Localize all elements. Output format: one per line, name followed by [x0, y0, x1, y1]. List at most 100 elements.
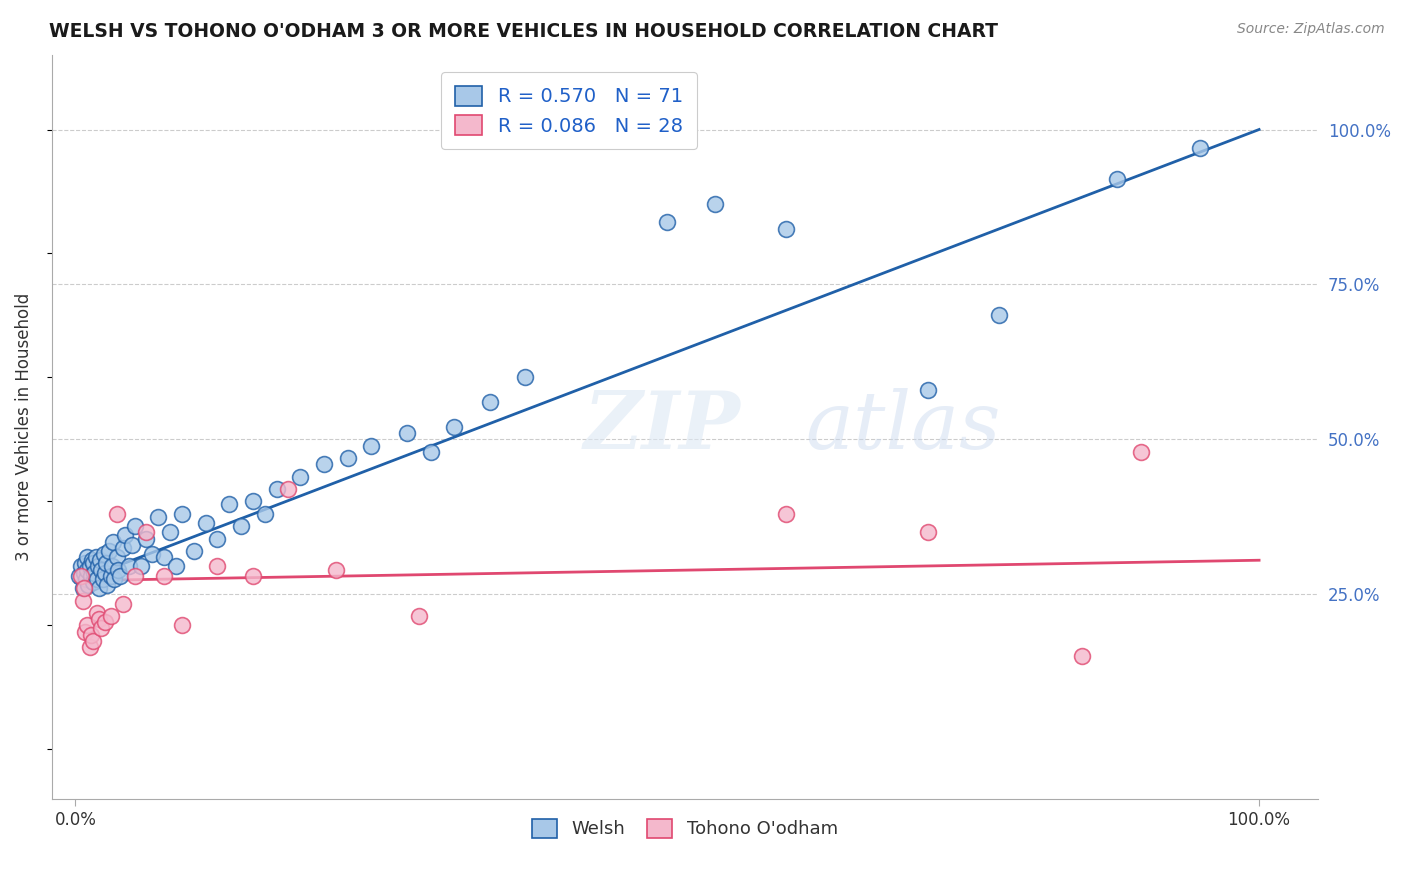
Point [80, 568, 103, 582]
Point [153, 550, 176, 565]
Point [124, 519, 146, 533]
Point [360, 439, 382, 453]
Point [82, 557, 104, 571]
Point [82, 574, 104, 589]
Point [266, 482, 288, 496]
Point [242, 568, 264, 582]
Point [917, 383, 939, 397]
Point [129, 559, 152, 574]
Point [114, 528, 136, 542]
Point [515, 370, 537, 384]
Point [478, 395, 501, 409]
Point [105, 507, 128, 521]
Point [73, 581, 96, 595]
Point [242, 494, 264, 508]
Point [159, 525, 181, 540]
Point [76, 550, 98, 565]
Point [1070, 649, 1092, 664]
Point [118, 559, 141, 574]
Point [73, 624, 96, 639]
Point [170, 507, 193, 521]
Point [73, 557, 96, 571]
Point [183, 544, 205, 558]
Point [103, 534, 125, 549]
Point [148, 509, 170, 524]
Point [72, 581, 94, 595]
Point [76, 618, 98, 632]
Point [101, 559, 124, 574]
Point [107, 562, 129, 576]
Point [110, 568, 132, 582]
Point [96, 557, 118, 571]
Point [1129, 444, 1152, 458]
Point [70, 568, 93, 582]
Point [194, 516, 217, 530]
Point [231, 519, 253, 533]
Point [94, 566, 117, 580]
Point [336, 450, 359, 465]
Point [703, 197, 725, 211]
Point [121, 538, 143, 552]
Y-axis label: 3 or more Vehicles in Household: 3 or more Vehicles in Household [15, 293, 32, 561]
Point [325, 562, 347, 576]
Point [87, 612, 110, 626]
Point [170, 618, 193, 632]
Point [73, 566, 96, 580]
Point [1188, 141, 1211, 155]
Point [218, 498, 240, 512]
Point [90, 621, 112, 635]
Point [135, 532, 157, 546]
Point [93, 547, 115, 561]
Point [94, 615, 117, 630]
Point [165, 559, 187, 574]
Point [1105, 172, 1128, 186]
Point [70, 559, 93, 574]
Point [89, 553, 111, 567]
Point [79, 559, 101, 574]
Point [207, 559, 229, 574]
Point [76, 562, 98, 576]
Point [917, 525, 939, 540]
Point [86, 572, 108, 586]
Point [775, 507, 797, 521]
Text: Source: ZipAtlas.com: Source: ZipAtlas.com [1237, 22, 1385, 37]
Point [443, 420, 465, 434]
Point [75, 572, 97, 586]
Point [657, 215, 679, 229]
Point [207, 532, 229, 546]
Text: WELSH VS TOHONO O'ODHAM 3 OR MORE VEHICLES IN HOUSEHOLD CORRELATION CHART: WELSH VS TOHONO O'ODHAM 3 OR MORE VEHICL… [49, 22, 998, 41]
Point [72, 593, 94, 607]
Point [80, 627, 103, 641]
Point [67, 568, 90, 582]
Point [253, 507, 276, 521]
Point [87, 559, 110, 574]
Text: atlas: atlas [806, 388, 1001, 466]
Point [775, 221, 797, 235]
Point [124, 568, 146, 582]
Point [153, 568, 176, 582]
Point [100, 609, 122, 624]
Point [290, 469, 312, 483]
Point [83, 566, 105, 580]
Point [419, 444, 441, 458]
Point [87, 581, 110, 595]
Point [82, 633, 104, 648]
Point [987, 309, 1010, 323]
Point [103, 572, 125, 586]
Point [135, 525, 157, 540]
Text: ZIP: ZIP [583, 388, 741, 466]
Point [90, 562, 112, 576]
Point [141, 547, 163, 561]
Point [100, 568, 122, 582]
Point [79, 640, 101, 654]
Point [77, 578, 100, 592]
Point [96, 578, 118, 592]
Point [105, 550, 128, 565]
Legend: Welsh, Tohono O'odham: Welsh, Tohono O'odham [524, 812, 845, 846]
Point [80, 553, 103, 567]
Point [111, 597, 134, 611]
Point [277, 482, 299, 496]
Point [97, 544, 120, 558]
Point [408, 609, 430, 624]
Point [86, 606, 108, 620]
